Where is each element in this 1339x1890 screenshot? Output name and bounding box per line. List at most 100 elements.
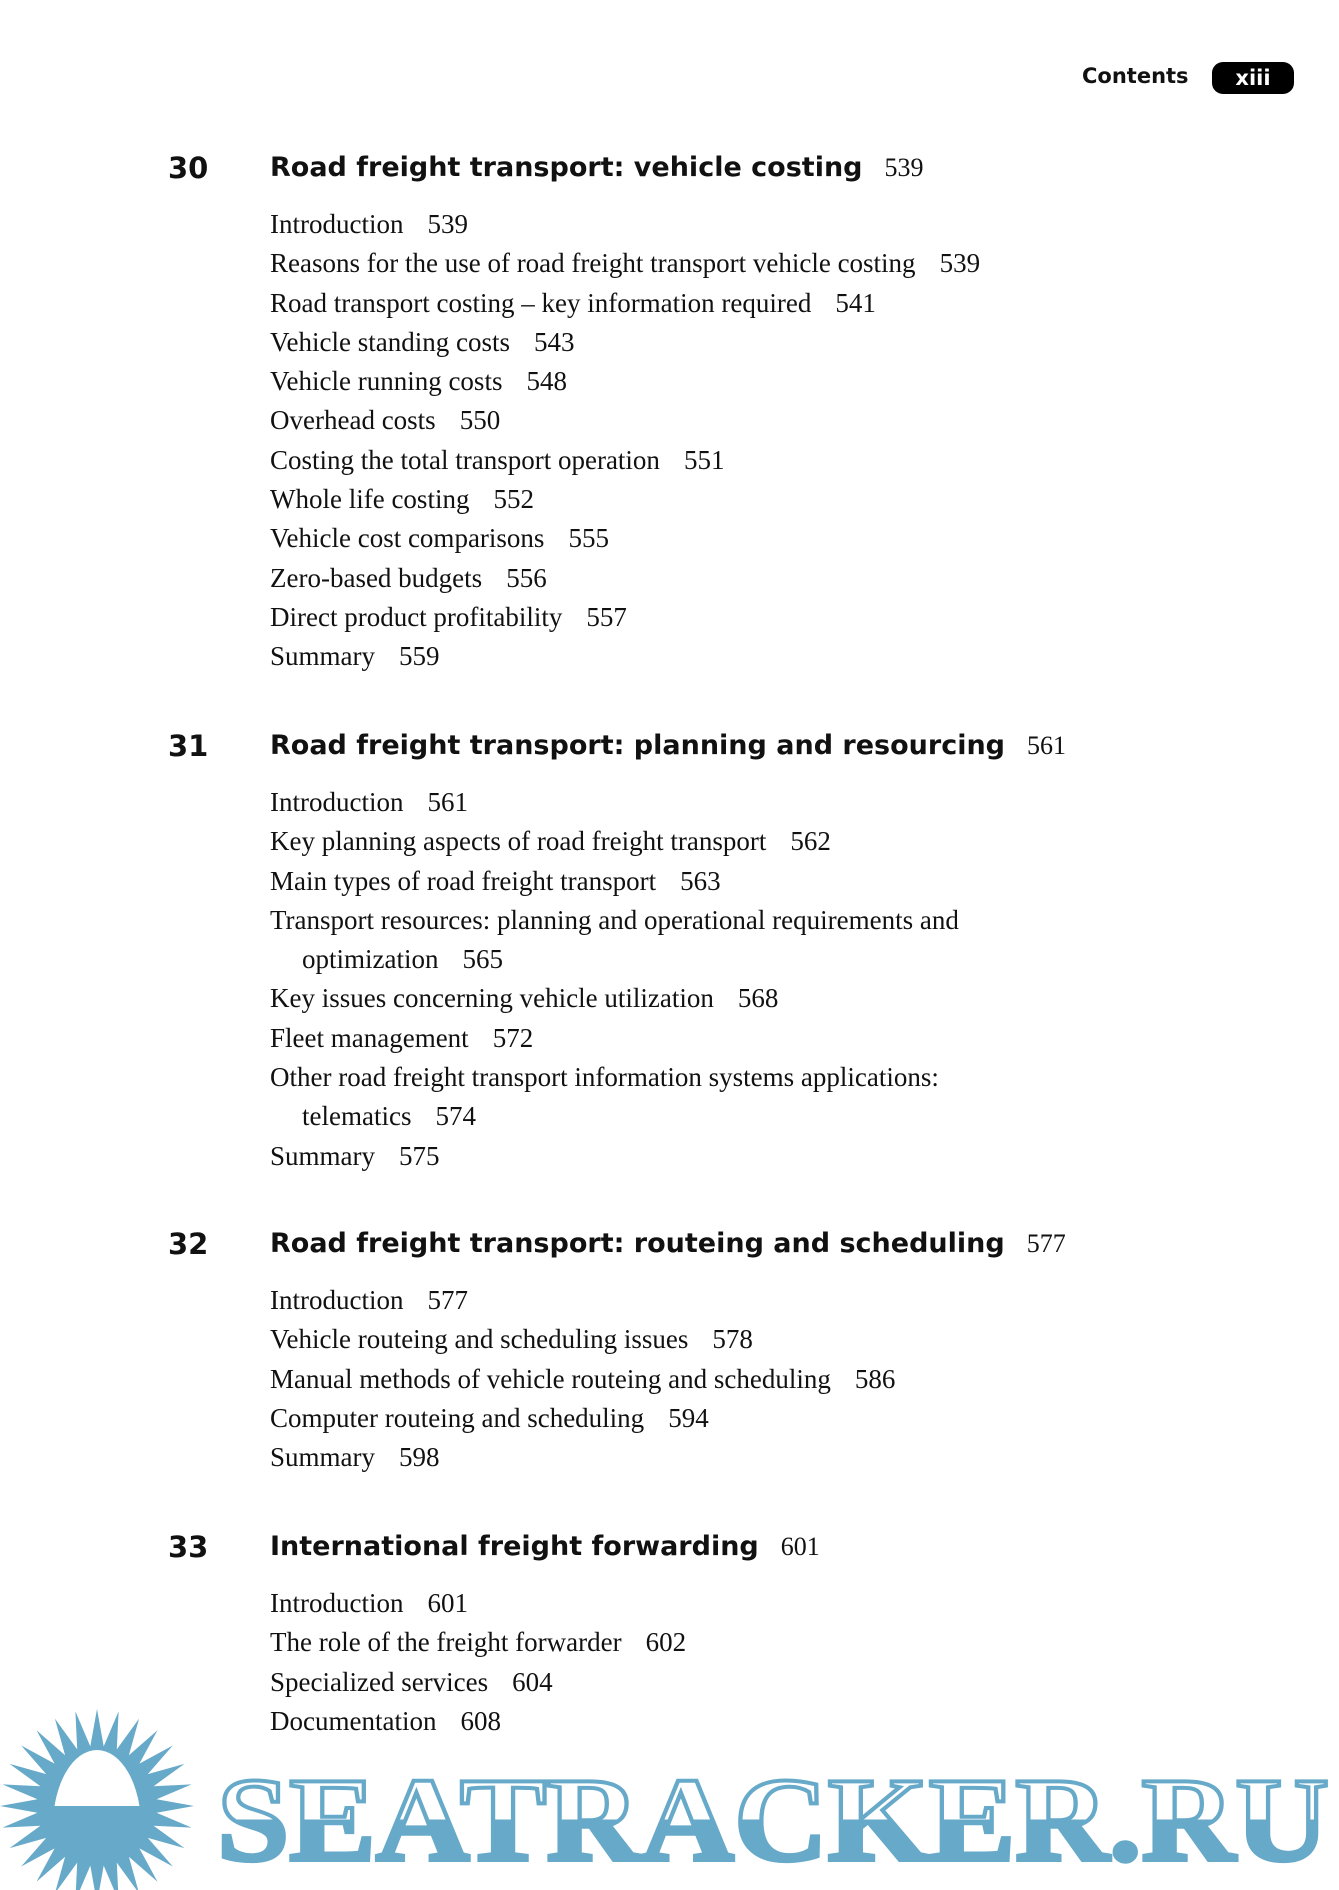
- toc-entry[interactable]: Zero-based budgets 556: [270, 559, 1339, 598]
- entry-page: 550: [459, 405, 501, 436]
- entry-page: 555: [568, 523, 609, 554]
- entry-page: 586: [854, 1363, 896, 1394]
- entry-page: 539: [939, 248, 981, 279]
- entry-page: 556: [506, 562, 547, 593]
- entry-title: Costing the total transport operation: [270, 444, 660, 475]
- entry-title: Direct product profitability: [270, 601, 563, 632]
- toc-entry[interactable]: Specialized services 604: [270, 1663, 1339, 1702]
- chapter-title[interactable]: Road freight transport: vehicle costing 5…: [270, 148, 924, 188]
- toc-entry[interactable]: Overhead costs 550: [270, 401, 1339, 440]
- toc-entry[interactable]: Manual methods of vehicle routeing and s…: [270, 1360, 1339, 1399]
- entry-page: 604: [512, 1666, 553, 1697]
- entry-title: Vehicle standing costs: [270, 326, 510, 357]
- entry-page: 541: [835, 287, 876, 318]
- entry-page: 539: [427, 209, 468, 239]
- toc-entry[interactable]: Vehicle standing costs 543: [270, 323, 1339, 362]
- entry-page: 598: [399, 1442, 440, 1473]
- chapter-heading: 32 Road freight transport: routeing and …: [0, 1224, 1339, 1264]
- chapter-page: 577: [1026, 1229, 1066, 1258]
- toc-entry[interactable]: Documentation 608: [270, 1702, 1339, 1741]
- running-header: Contents xiii: [0, 62, 1339, 98]
- toc-entry[interactable]: Costing the total transport operation 551: [270, 441, 1339, 480]
- chapter-page: 561: [1027, 731, 1067, 760]
- chapter-page: 539: [884, 153, 924, 182]
- toc-entry[interactable]: Introduction 539: [270, 205, 1339, 244]
- chapter-title[interactable]: International freight forwarding 601: [270, 1527, 820, 1567]
- entry-title: Zero-based budgets: [270, 562, 483, 593]
- toc-entry[interactable]: Main types of road freight transport 563: [270, 862, 1339, 901]
- chapter-number: 32: [168, 1227, 209, 1261]
- toc-entry[interactable]: Summary 575: [270, 1137, 1339, 1176]
- chapter-title[interactable]: Road freight transport: planning and res…: [270, 726, 1066, 766]
- chapter-number: 31: [168, 729, 209, 763]
- toc-entry[interactable]: Summary 598: [270, 1438, 1339, 1477]
- chapter-page: 601: [780, 1532, 820, 1561]
- entry-title: Main types of road freight transport: [270, 865, 657, 896]
- toc-entry[interactable]: Introduction 561: [270, 783, 1339, 822]
- toc-entry[interactable]: Computer routeing and scheduling 594: [270, 1399, 1339, 1438]
- entry-title: Summary: [270, 1442, 375, 1473]
- chapter: 31 Road freight transport: planning and …: [0, 726, 1339, 1176]
- toc-entry[interactable]: Vehicle running costs 548: [270, 362, 1339, 401]
- entry-title: Specialized services: [270, 1666, 489, 1697]
- toc-entry[interactable]: Key planning aspects of road freight tra…: [270, 822, 1339, 861]
- entry-page: 575: [399, 1140, 440, 1171]
- entry-page: 562: [790, 826, 831, 857]
- entry-page: 602: [645, 1627, 687, 1658]
- entry-page: 557: [586, 601, 627, 632]
- entry-title: Whole life costing: [270, 484, 470, 515]
- entry-page: 551: [683, 444, 725, 475]
- entry-page: 543: [533, 326, 575, 357]
- chapter: 33 International freight forwarding 601 I…: [0, 1527, 1339, 1741]
- entry-page: 563: [680, 865, 721, 896]
- toc-entry[interactable]: Introduction 601: [270, 1584, 1339, 1623]
- entry-page: 552: [493, 484, 534, 515]
- toc-entry[interactable]: Vehicle routeing and scheduling issues 57…: [270, 1320, 1339, 1359]
- entry-title: Key planning aspects of road freight tra…: [270, 826, 767, 857]
- toc-entry[interactable]: Vehicle cost comparisons 555: [270, 519, 1339, 558]
- section-label: Contents: [1082, 64, 1189, 88]
- toc-entry[interactable]: Fleet management 572: [270, 1019, 1339, 1058]
- toc-entry[interactable]: Other road freight transport information…: [270, 1058, 1092, 1137]
- entry-title: Vehicle running costs: [270, 366, 503, 397]
- entry-page: 572: [492, 1022, 534, 1053]
- chapter: 30 Road freight transport: vehicle costi…: [0, 148, 1339, 677]
- entry-title: Manual methods of vehicle routeing and s…: [270, 1363, 831, 1394]
- toc-entry[interactable]: Road transport costing – key information…: [270, 284, 1339, 323]
- entry-page: 565: [462, 944, 503, 975]
- chapter-number: 33: [168, 1530, 209, 1564]
- toc-entry[interactable]: Reasons for the use of road freight tran…: [270, 244, 1339, 283]
- entry-title: The role of the freight forwarder: [270, 1627, 622, 1658]
- chapter-number: 30: [168, 151, 209, 185]
- toc-entry[interactable]: Summary 559: [270, 637, 1339, 676]
- entry-title: Summary: [270, 641, 375, 672]
- entry-title: Introduction: [270, 209, 404, 239]
- entry-page: 601: [427, 1588, 468, 1618]
- watermark-logo: SEATRACKER.RU: [215, 1751, 1331, 1888]
- chapter-heading: 33 International freight forwarding 601: [0, 1527, 1339, 1567]
- entry-title: Vehicle cost comparisons: [270, 523, 545, 554]
- entry-title: Reasons for the use of road freight tran…: [270, 248, 916, 279]
- chapter-title[interactable]: Road freight transport: routeing and sch…: [270, 1224, 1066, 1264]
- toc-entry[interactable]: Introduction 577: [270, 1281, 1339, 1320]
- toc-entry[interactable]: The role of the freight forwarder 602: [270, 1623, 1339, 1662]
- page-number-badge: xiii: [1212, 62, 1294, 94]
- entry-page: 608: [460, 1705, 501, 1736]
- entry-page: 578: [712, 1324, 753, 1355]
- entry-title: Introduction: [270, 787, 404, 817]
- entry-title: Overhead costs: [270, 405, 436, 436]
- chapter-title-text: Road freight transport: vehicle costing: [270, 152, 863, 183]
- entry-title: Introduction: [270, 1285, 404, 1315]
- entry-page: 594: [668, 1402, 709, 1433]
- entry-title: Vehicle routeing and scheduling issues: [270, 1324, 689, 1355]
- toc-entry[interactable]: Key issues concerning vehicle utilizatio…: [270, 979, 1339, 1018]
- entry-title: Other road freight transport information…: [270, 1062, 939, 1132]
- entry-page: 561: [427, 787, 468, 817]
- toc-entry[interactable]: Transport resources: planning and operat…: [270, 901, 1092, 980]
- entry-page: 559: [399, 641, 440, 672]
- entry-title: Transport resources: planning and operat…: [270, 904, 959, 975]
- toc-entry[interactable]: Direct product profitability 557: [270, 598, 1339, 637]
- entry-title: Introduction: [270, 1588, 404, 1618]
- toc-entry[interactable]: Whole life costing 552: [270, 480, 1339, 519]
- entry-title: Road transport costing – key information…: [270, 287, 812, 318]
